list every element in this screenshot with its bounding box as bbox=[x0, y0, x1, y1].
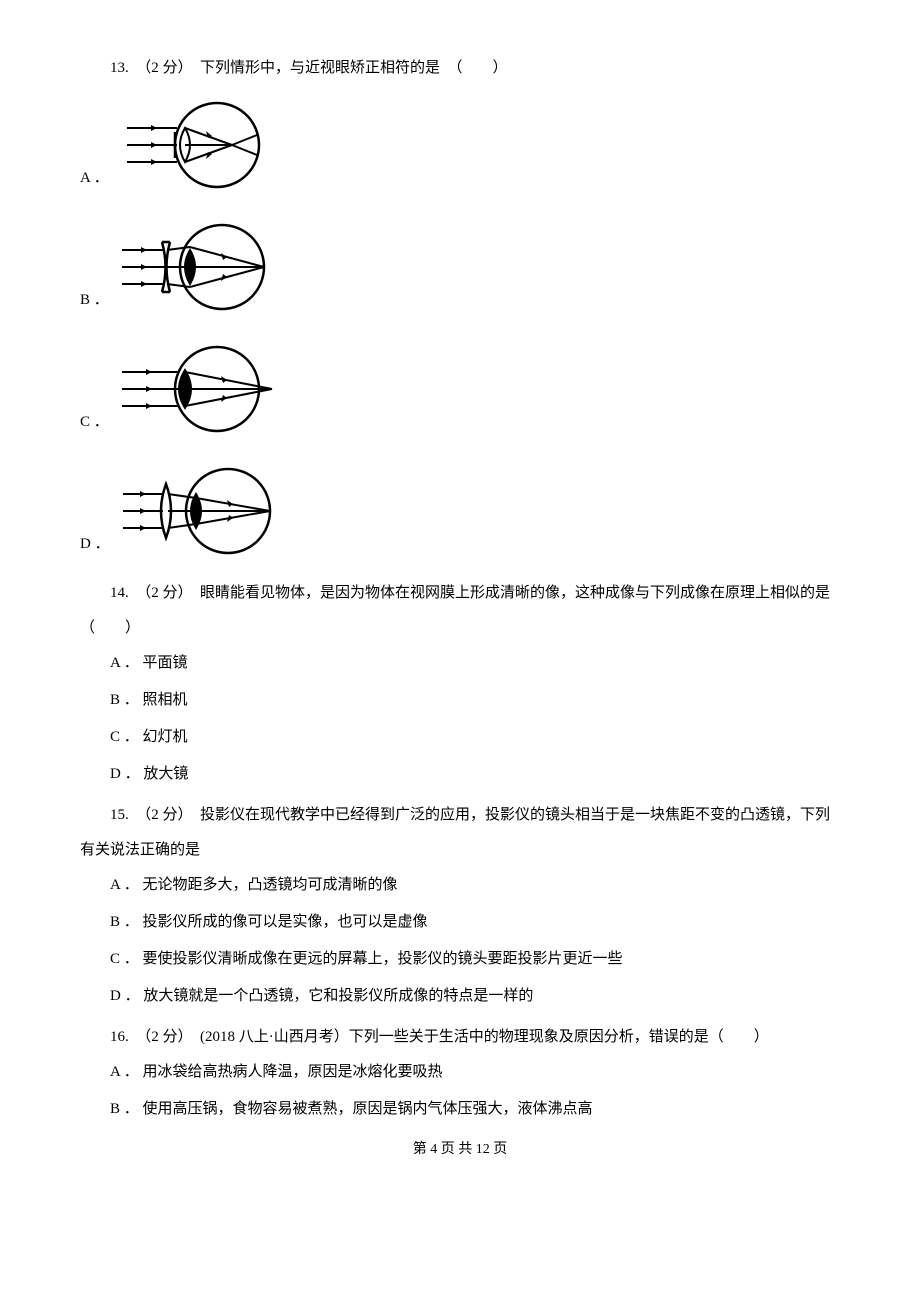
q13-option-a-letter: A ． bbox=[80, 165, 109, 200]
q15-option-a: A ． 无论物距多大，凸透镜均可成清晰的像 bbox=[80, 872, 840, 899]
eye-diagram-b-icon bbox=[117, 212, 277, 322]
eye-diagram-d-icon bbox=[118, 456, 278, 566]
q14-option-d: D ． 放大镜 bbox=[80, 761, 840, 788]
question-13: 13. （2 分） 下列情形中，与近视眼矫正相符的是 （ ） A ． bbox=[80, 55, 840, 566]
q16-option-b: B ． 使用高压锅，食物容易被煮熟，原因是锅内气体压强大，液体沸点高 bbox=[80, 1096, 840, 1123]
q13-stem: 13. （2 分） 下列情形中，与近视眼矫正相符的是 （ ） bbox=[80, 55, 840, 82]
q15-stem2: 有关说法正确的是 bbox=[80, 837, 840, 864]
q15-stem: 15. （2 分） 投影仪在现代教学中已经得到广泛的应用，投影仪的镜头相当于是一… bbox=[80, 802, 840, 829]
q16-option-a: A ． 用冰袋给高热病人降温，原因是冰熔化要吸热 bbox=[80, 1059, 840, 1086]
q13-option-d-letter: D ． bbox=[80, 531, 110, 566]
q13-option-c: C ． bbox=[80, 334, 840, 444]
eye-diagram-a-icon bbox=[117, 90, 277, 200]
question-15: 15. （2 分） 投影仪在现代教学中已经得到广泛的应用，投影仪的镜头相当于是一… bbox=[80, 802, 840, 1010]
q13-option-a: A ． bbox=[80, 90, 840, 200]
q13-option-b: B ． bbox=[80, 212, 840, 322]
q15-option-d: D ． 放大镜就是一个凸透镜，它和投影仪所成像的特点是一样的 bbox=[80, 983, 840, 1010]
q14-option-a: A ． 平面镜 bbox=[80, 650, 840, 677]
q15-option-b: B ． 投影仪所成的像可以是实像，也可以是虚像 bbox=[80, 909, 840, 936]
q14-stem: 14. （2 分） 眼睛能看见物体，是因为物体在视网膜上形成清晰的像，这种成像与… bbox=[80, 580, 840, 607]
q14-option-b: B ． 照相机 bbox=[80, 687, 840, 714]
page-footer: 第 4 页 共 12 页 bbox=[80, 1137, 840, 1162]
question-14: 14. （2 分） 眼睛能看见物体，是因为物体在视网膜上形成清晰的像，这种成像与… bbox=[80, 580, 840, 788]
q15-option-c: C ． 要使投影仪清晰成像在更远的屏幕上，投影仪的镜头要距投影片更近一些 bbox=[80, 946, 840, 973]
q13-option-b-letter: B ． bbox=[80, 287, 109, 322]
q14-option-c: C ． 幻灯机 bbox=[80, 724, 840, 751]
q13-option-d: D ． bbox=[80, 456, 840, 566]
eye-diagram-c-icon bbox=[117, 334, 277, 444]
q16-stem: 16. （2 分） (2018 八上·山西月考）下列一些关于生活中的物理现象及原… bbox=[80, 1024, 840, 1051]
q14-brackets: （ ） bbox=[80, 615, 840, 642]
q13-option-c-letter: C ． bbox=[80, 409, 109, 444]
question-16: 16. （2 分） (2018 八上·山西月考）下列一些关于生活中的物理现象及原… bbox=[80, 1024, 840, 1123]
